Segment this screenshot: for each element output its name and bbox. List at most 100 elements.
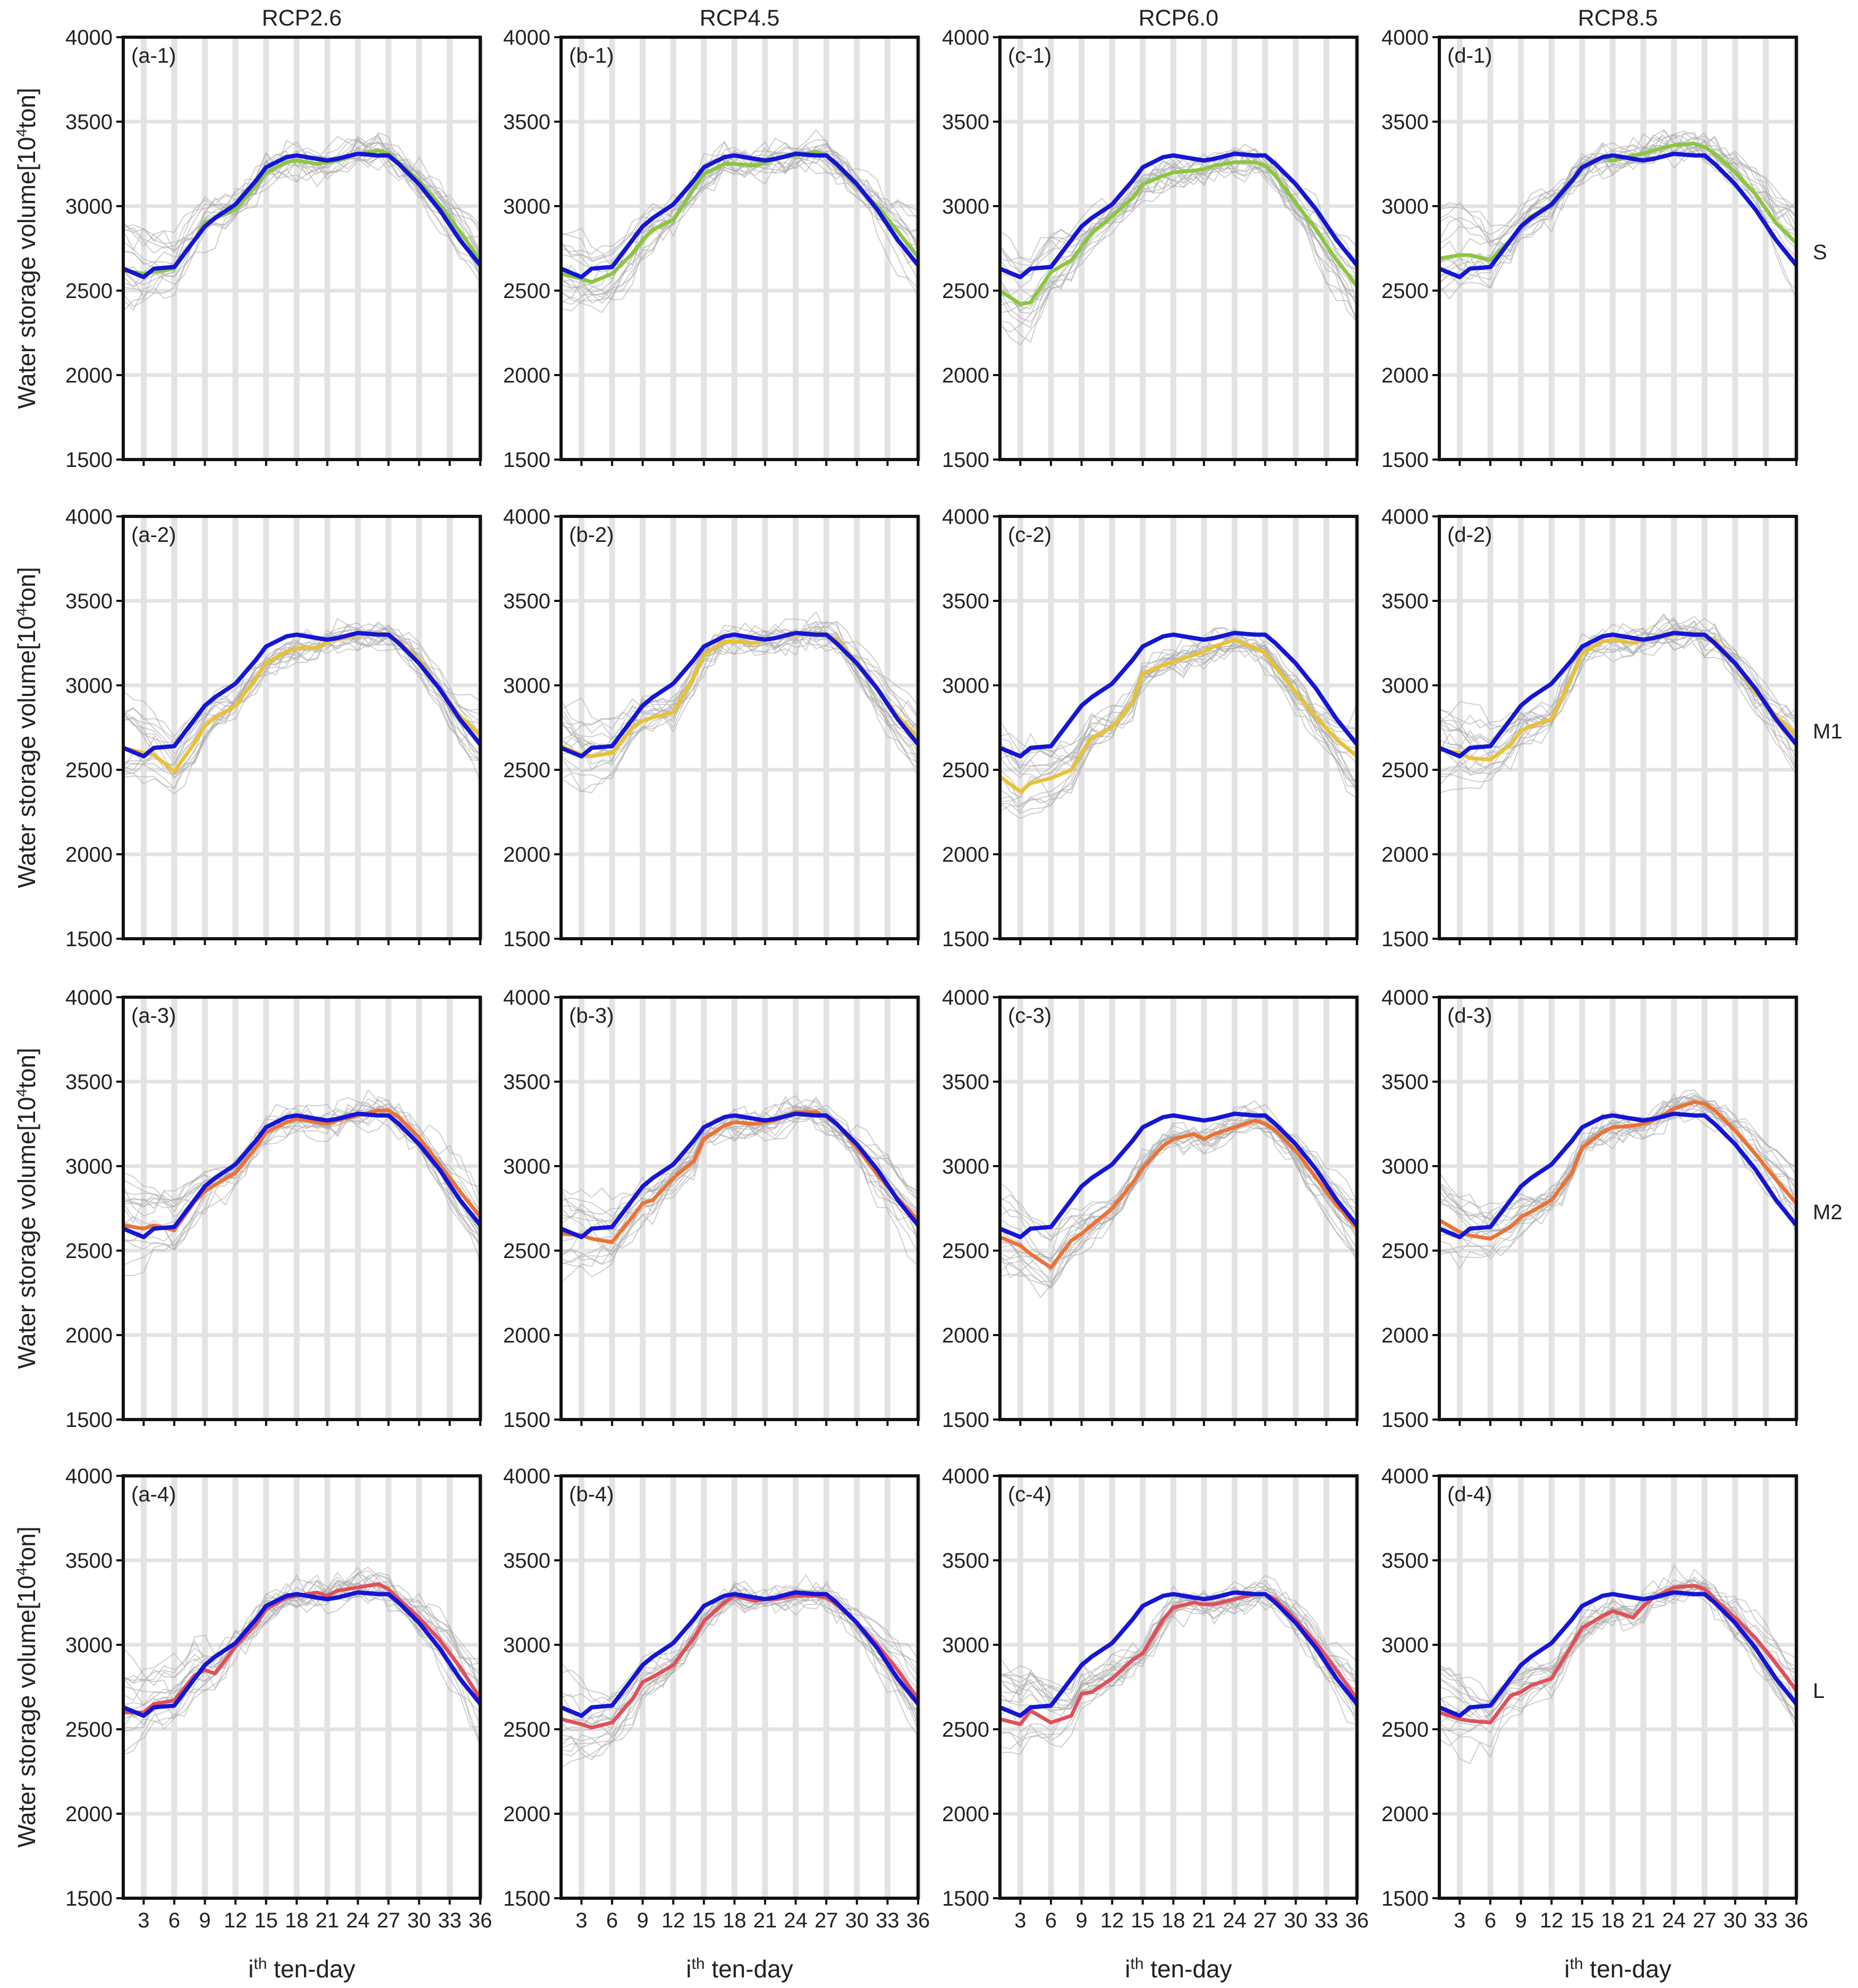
y-tick-label: 3500 — [1381, 590, 1429, 613]
panel-frame — [122, 515, 482, 940]
x-tick-label: 12 — [661, 1909, 685, 1932]
panel-frame — [998, 36, 1359, 461]
y-tick-label: 4000 — [1381, 505, 1429, 529]
y-axis-label: Water storage volume[104ton] — [13, 88, 40, 409]
panel-frame — [998, 1474, 1359, 1900]
ensemble-line — [123, 1571, 481, 1756]
y-tick-label: 3500 — [503, 1549, 550, 1573]
scenario-line-M2 — [999, 1118, 1359, 1270]
panel-label: (d-2) — [1447, 523, 1492, 547]
ensemble-line — [1439, 623, 1797, 776]
ensemble-line — [123, 1097, 481, 1225]
baseline-line — [1438, 631, 1798, 759]
baseline-line — [999, 1111, 1359, 1239]
y-tick-label: 1500 — [65, 448, 113, 472]
y-tick-label: 3000 — [942, 1634, 989, 1657]
row-label: M2 — [1813, 1201, 1843, 1224]
y-tick-label: 1500 — [65, 1887, 113, 1910]
x-tick-label: 3 — [138, 1909, 149, 1932]
ensemble-line — [561, 1098, 919, 1228]
y-tick-label: 1500 — [942, 1887, 989, 1910]
x-tick-label: 30 — [845, 1909, 869, 1932]
y-tick-label: 3000 — [1381, 1634, 1429, 1657]
ensemble-line — [1439, 628, 1797, 770]
x-tick-label: 18 — [723, 1909, 746, 1932]
y-tick-label: 1500 — [503, 1408, 550, 1432]
y-tick-label: 2500 — [503, 1718, 550, 1741]
y-tick-label: 4000 — [1381, 26, 1429, 49]
y-tick-label: 1500 — [1381, 1408, 1429, 1432]
x-axis-label: ith ten-day — [1564, 1955, 1671, 1983]
y-tick-label: 2500 — [1381, 279, 1429, 303]
y-tick-label: 4000 — [65, 26, 113, 49]
panel-label: (b-3) — [569, 1004, 614, 1027]
panel-label: (c-1) — [1008, 44, 1051, 67]
panel-frame — [1438, 515, 1798, 940]
baseline-line — [560, 151, 920, 279]
x-tick-label: 36 — [1345, 1909, 1369, 1932]
panel-a-1: (a-1) 1500 2000 2500 3000 3500 4000 — [65, 26, 483, 472]
ensemble-line — [123, 623, 481, 755]
ensemble-line — [1439, 1580, 1797, 1758]
ensemble-line — [1439, 614, 1797, 738]
y-tick-label: 3000 — [65, 674, 113, 698]
ensemble-line — [561, 1586, 919, 1757]
ensemble-line — [561, 1589, 919, 1727]
y-tick-label: 4000 — [1381, 986, 1429, 1009]
baseline-line — [122, 151, 482, 279]
row-label: M1 — [1813, 720, 1843, 743]
column-title: RCP6.0 — [1139, 5, 1219, 31]
x-tick-label: 24 — [1223, 1909, 1246, 1932]
ensemble-line — [123, 1096, 481, 1228]
baseline-line — [1438, 151, 1798, 279]
x-tick-label: 12 — [1540, 1909, 1564, 1932]
y-tick-label: 1500 — [503, 448, 550, 472]
panel-label: (a-4) — [131, 1483, 176, 1506]
y-tick-label: 3500 — [1381, 1549, 1429, 1573]
y-tick-label: 4000 — [503, 1465, 550, 1488]
ensemble-line — [561, 144, 919, 304]
y-tick-label: 3500 — [942, 590, 989, 613]
x-tick-label: 18 — [285, 1909, 309, 1932]
x-tick-label: 27 — [377, 1909, 401, 1932]
ensemble-line — [561, 1586, 919, 1761]
y-tick-label: 2000 — [942, 1324, 989, 1347]
y-tick-label: 2500 — [65, 759, 113, 782]
x-tick-label: 21 — [1192, 1909, 1216, 1932]
y-tick-label: 3500 — [65, 111, 113, 134]
y-tick-label: 2500 — [942, 759, 989, 782]
ensemble-line — [123, 135, 481, 266]
y-tick-label: 2500 — [65, 1718, 113, 1741]
panel-b-1: (b-1) 1500 2000 2500 3000 3500 4000 — [503, 26, 921, 472]
x-tick-label: 3 — [1014, 1909, 1026, 1932]
x-tick-label: 6 — [1045, 1909, 1057, 1932]
ensemble-line — [1439, 1102, 1797, 1234]
y-tick-label: 2000 — [65, 1324, 113, 1347]
y-tick-label: 2500 — [942, 1239, 989, 1263]
panel-c-1: (c-1) 1500 2000 2500 3000 3500 4000 — [942, 26, 1360, 472]
y-tick-label: 4000 — [942, 1465, 989, 1488]
y-tick-label: 2000 — [65, 364, 113, 387]
baseline-line — [1438, 1590, 1798, 1718]
y-tick-label: 3500 — [503, 1071, 550, 1094]
y-tick-label: 2000 — [942, 843, 989, 866]
panel-frame — [1438, 36, 1798, 461]
y-tick-label: 1500 — [1381, 448, 1429, 472]
column-title: RCP4.5 — [700, 5, 780, 31]
x-tick-label: 21 — [1632, 1909, 1656, 1932]
panel-label: (a-3) — [131, 1004, 176, 1027]
y-tick-label: 4000 — [503, 505, 550, 529]
y-tick-label: 3000 — [942, 195, 989, 218]
panel-frame — [559, 36, 920, 461]
ensemble-line — [1439, 1092, 1797, 1220]
y-tick-label: 4000 — [942, 505, 989, 529]
baseline-line — [1438, 1111, 1798, 1239]
panel-frame — [559, 1474, 920, 1900]
x-tick-label: 24 — [784, 1909, 808, 1932]
y-tick-label: 1500 — [65, 1408, 113, 1432]
y-tick-label: 3500 — [942, 1071, 989, 1094]
ensemble-line — [999, 641, 1358, 807]
